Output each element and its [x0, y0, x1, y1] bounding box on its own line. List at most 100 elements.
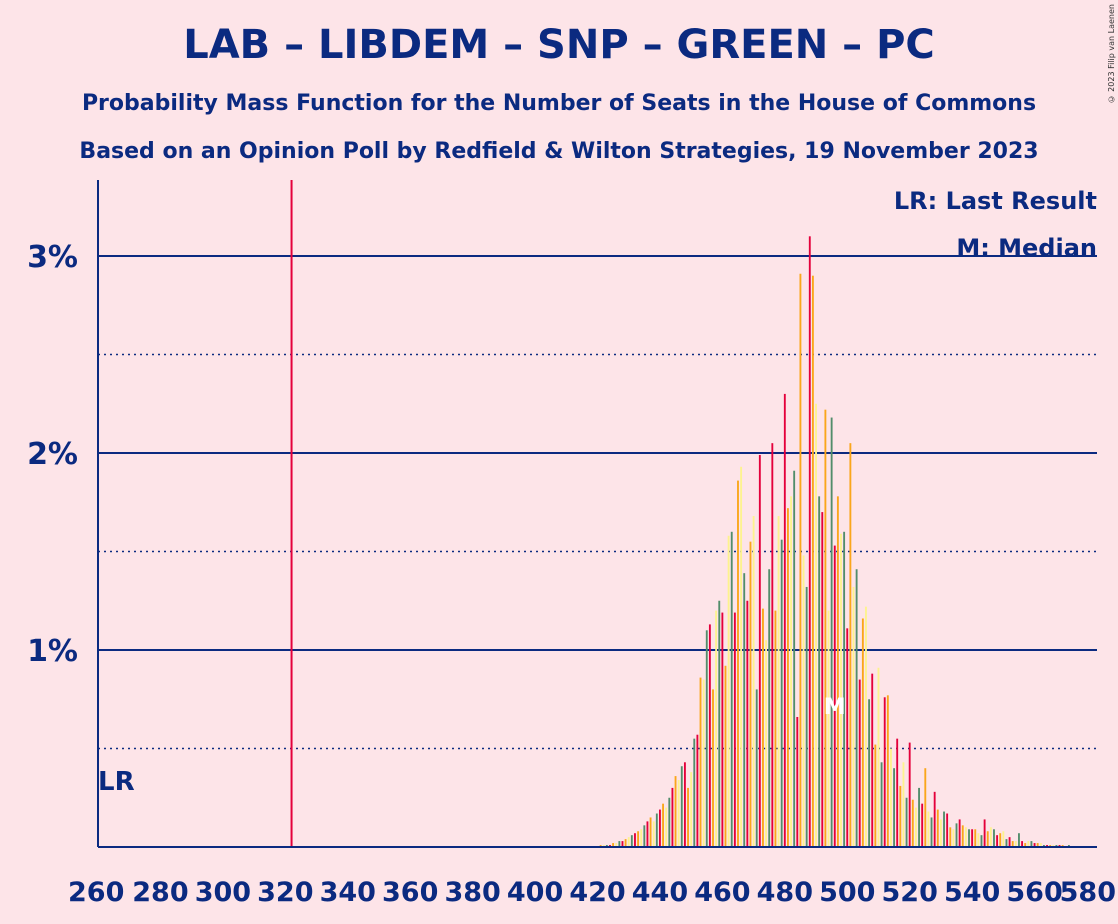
bar — [968, 829, 970, 847]
bar — [671, 787, 674, 847]
bar — [952, 829, 955, 847]
bar — [946, 813, 949, 847]
x-tick-label: 360 — [382, 877, 438, 908]
bar — [708, 624, 711, 847]
bar — [896, 738, 899, 847]
bar — [927, 811, 930, 847]
y-tick-label: 1% — [27, 634, 78, 669]
x-tick-label: 400 — [507, 877, 563, 908]
gridlines — [98, 255, 1097, 750]
bar — [737, 480, 739, 847]
bar — [924, 768, 927, 847]
bar — [1008, 837, 1011, 847]
bar — [840, 533, 842, 847]
legend-last-result: LR: Last Result — [894, 187, 1097, 215]
x-tick-label: 580 — [1060, 877, 1116, 908]
bar — [655, 813, 658, 847]
bar — [983, 819, 986, 847]
bar — [871, 673, 874, 847]
bar — [1030, 841, 1033, 847]
bar — [768, 569, 771, 847]
bar — [802, 555, 805, 847]
bar — [696, 734, 699, 847]
x-tick-label: 280 — [132, 877, 188, 908]
bar — [849, 443, 852, 847]
bar — [993, 829, 995, 847]
bar — [883, 697, 886, 847]
x-tick-label: 420 — [569, 877, 625, 908]
x-tick-label: 560 — [1006, 877, 1062, 908]
bar — [799, 273, 802, 848]
bar — [899, 785, 902, 847]
y-tick-label: 2% — [27, 437, 78, 472]
bar — [986, 831, 989, 847]
bar — [918, 787, 920, 847]
bar — [724, 665, 727, 847]
x-tick-label: 480 — [757, 877, 813, 908]
bar — [846, 628, 849, 847]
bar — [1021, 841, 1024, 847]
bar — [662, 803, 664, 847]
bar — [730, 531, 733, 847]
bar — [777, 516, 780, 847]
bar — [943, 811, 945, 847]
x-tick-label: 520 — [882, 877, 938, 908]
bar — [936, 809, 939, 847]
bar — [646, 821, 649, 847]
bar — [740, 466, 743, 847]
bar — [1024, 843, 1027, 847]
bar — [827, 610, 830, 847]
overlay: LR M — [98, 180, 846, 847]
x-tick-label: 440 — [632, 877, 688, 908]
y-tick-label: 3% — [27, 240, 78, 275]
x-tick-label: 540 — [944, 877, 1000, 908]
bar — [971, 829, 974, 847]
bar — [974, 829, 977, 847]
bar — [612, 843, 615, 847]
bar — [999, 833, 1002, 847]
x-tick-labels: 260 280 300 320 340 360 380 400 420 440 460 480 500 5… — [68, 877, 1116, 908]
bar — [721, 612, 724, 847]
bar — [1014, 841, 1017, 847]
bar — [627, 837, 630, 847]
bar — [805, 586, 808, 847]
bar — [712, 689, 714, 847]
bar — [718, 600, 721, 847]
bar — [774, 610, 777, 847]
bar — [787, 508, 789, 847]
y-tick-labels: 1% 2% 3% — [27, 240, 78, 669]
bar — [1018, 833, 1020, 847]
bar — [989, 827, 992, 847]
bar — [865, 606, 867, 847]
bar — [874, 744, 877, 847]
x-tick-label: 260 — [68, 877, 124, 908]
bar — [1005, 839, 1008, 847]
bar — [961, 825, 964, 847]
bar — [693, 738, 696, 847]
bar — [902, 762, 905, 847]
bar — [683, 762, 686, 847]
bar — [643, 825, 646, 847]
bar — [758, 454, 761, 847]
bar — [783, 393, 786, 847]
bar — [1039, 843, 1042, 847]
bar — [949, 827, 952, 847]
bar — [687, 787, 689, 847]
bar — [921, 803, 924, 847]
bar — [634, 833, 636, 847]
bar — [705, 630, 708, 847]
bar — [1036, 843, 1039, 847]
bar — [880, 762, 883, 847]
bar — [659, 809, 661, 847]
bar — [796, 716, 799, 847]
bar — [808, 236, 811, 848]
bar — [890, 748, 892, 847]
bar — [877, 667, 880, 847]
bar — [811, 275, 814, 847]
bar — [911, 799, 914, 847]
bar — [977, 833, 980, 847]
bar — [762, 608, 764, 847]
bar — [958, 819, 961, 847]
bar — [886, 695, 889, 847]
